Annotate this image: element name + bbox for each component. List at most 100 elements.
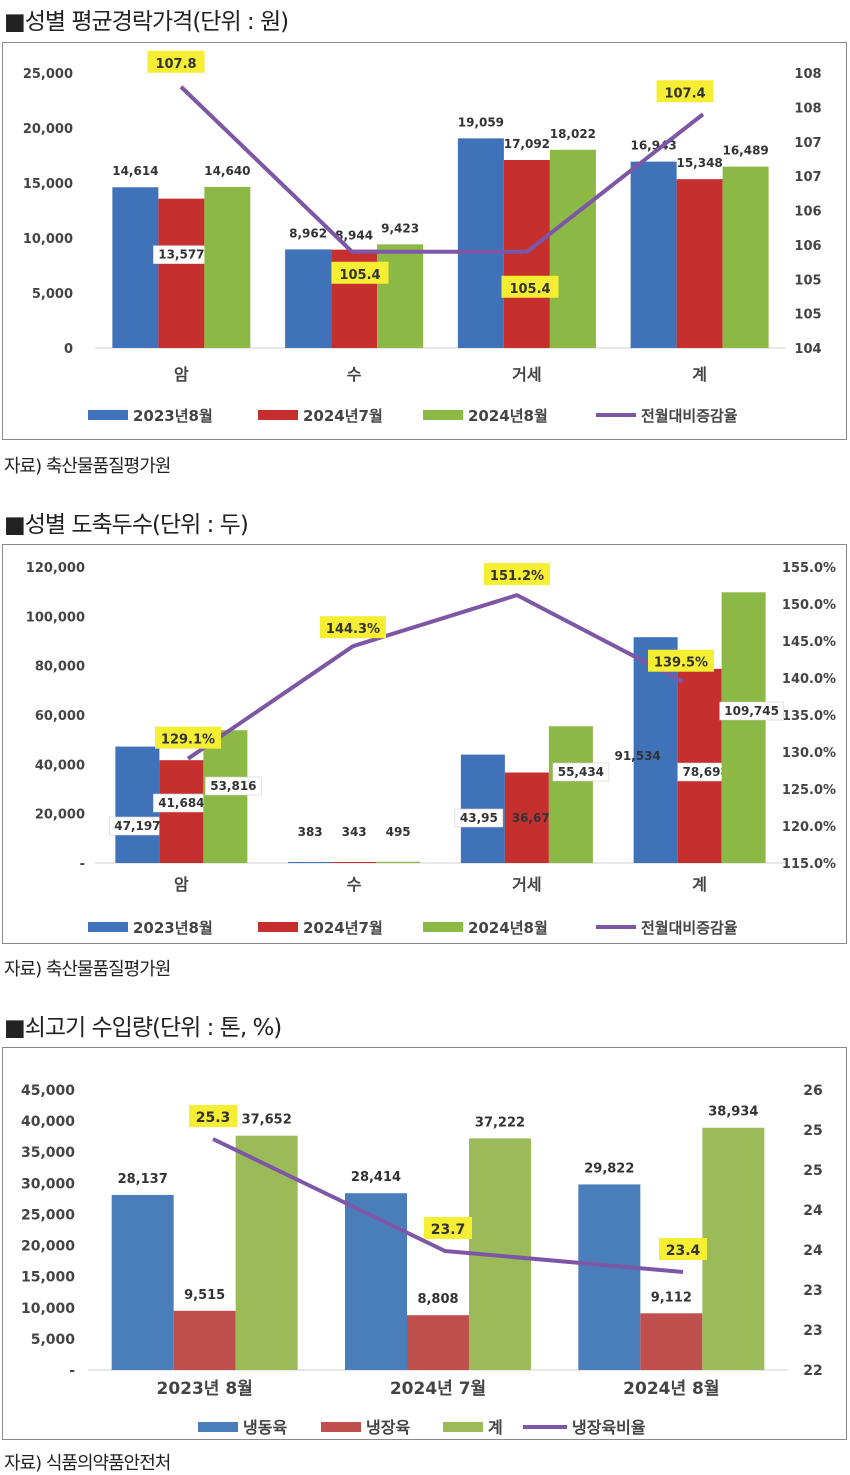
chart-3-frame: - 5,000 10,000 15,000 20,000 25,000 30,000 35,0… (2, 1047, 847, 1440)
bar-data-label: 28,137 (118, 1172, 168, 1187)
legend-label: 2023년8월 (133, 407, 213, 425)
right-axis-tick-label: 24 (803, 1243, 823, 1259)
category-label: 2024년 8월 (623, 1379, 719, 1399)
bar-data-label: 18,022 (550, 127, 596, 141)
left-axis-tick-label: - (80, 857, 85, 872)
legend-label: 냉장육 (366, 1418, 410, 1437)
legend-label: 계 (488, 1418, 503, 1437)
chart-2-svg: - 20,000 40,000 60,000 80,000 100,000 120,000 1… (26, 561, 836, 937)
bar-data-label: 55,434 (558, 765, 604, 779)
right-axis-tick-label: 26 (803, 1083, 822, 1099)
bar (548, 726, 593, 863)
bar-data-label: 9,112 (651, 1290, 692, 1305)
right-axis-tick-label: 108 (794, 101, 821, 116)
bar (722, 166, 769, 348)
right-axis-tick-label: 145.0% (782, 635, 836, 650)
bar (203, 730, 248, 863)
bar-data-label: 13,577 (158, 248, 204, 262)
bar (702, 1127, 765, 1370)
legend-swatch (443, 1422, 483, 1432)
legend-swatch (88, 410, 128, 420)
left-axis-tick-label: 0 (64, 342, 73, 357)
line-series (179, 85, 705, 254)
line-data-label-box (155, 726, 221, 749)
bar (578, 1184, 641, 1370)
chart-3-source: 자료) 식품의약품안전처 (4, 1453, 171, 1474)
category-label: 거세 (512, 875, 541, 894)
bar (345, 1193, 407, 1370)
bar (407, 1315, 469, 1370)
category-label: 계 (692, 365, 707, 384)
line-data-label-box (501, 275, 559, 298)
bar-data-label: 37,222 (475, 1115, 525, 1130)
right-axis-tick-label: 120.0% (782, 820, 836, 835)
line-data-label-box (189, 1105, 237, 1127)
bar (503, 159, 550, 348)
bar-data-label: 38,934 (708, 1105, 758, 1120)
category-label: 암 (174, 365, 189, 384)
bar (377, 244, 424, 348)
left-axis-tick-label: 10,000 (21, 1301, 75, 1317)
bar-data-label: 78,698 (682, 765, 728, 779)
bar (332, 862, 377, 863)
left-axis-tick-label: - (69, 1363, 75, 1379)
bar-data-label: 109,745 (724, 704, 779, 718)
legend-swatch (321, 1422, 361, 1432)
left-axis-tick-label: 30,000 (21, 1176, 75, 1192)
bar-data-label: 14,640 (204, 164, 250, 178)
left-axis-tick-label: 120,000 (26, 561, 85, 576)
legend-label: 2024년8월 (468, 407, 548, 425)
right-axis-tick-label: 135.0% (782, 709, 836, 724)
line-data-label-box (656, 80, 714, 103)
legend-swatch (258, 410, 298, 420)
line-series (186, 593, 684, 761)
right-axis-tick-label: 106 (794, 239, 821, 254)
right-axis-tick-label: 22 (803, 1363, 822, 1379)
line-data-label: 144.3% (326, 622, 380, 637)
right-axis-tick-label: 24 (803, 1203, 823, 1219)
bar-data-label: 343 (342, 825, 367, 839)
line-data-label-box (331, 261, 389, 284)
bar-data-label: 8,808 (417, 1292, 458, 1307)
left-axis-tick-label: 20,000 (23, 122, 73, 137)
data-label-box (552, 762, 610, 782)
line-data-label: 23.7 (431, 1222, 466, 1238)
bar (721, 592, 766, 863)
bar (376, 861, 421, 863)
chart-2-heading: ■성별 도축두수(단위 : 두) (4, 512, 249, 538)
bar-data-label: 17,092 (504, 137, 550, 151)
bar (504, 772, 549, 863)
chart-1-source: 자료) 축산물품질평가원 (4, 456, 171, 477)
left-axis-tick-label: 15,000 (21, 1270, 75, 1286)
bar-data-label: 19,059 (458, 115, 504, 129)
line-data-label: 107.4 (664, 86, 705, 101)
bar (115, 746, 160, 863)
right-axis-tick-label: 108 (794, 67, 821, 82)
bar (173, 1310, 236, 1370)
legend-swatch (198, 1422, 238, 1432)
legend-label: 전월대비증감율 (641, 407, 738, 425)
left-axis-tick-label: 45,000 (21, 1083, 75, 1099)
left-axis-tick-label: 20,000 (21, 1239, 75, 1255)
left-axis-tick-label: 5,000 (32, 287, 73, 302)
left-axis-tick-label: 10,000 (23, 232, 73, 247)
right-axis-tick-label: 155.0% (782, 561, 836, 576)
line-data-label: 151.2% (490, 569, 544, 584)
left-axis-tick-label: 40,000 (21, 1114, 75, 1130)
bar (676, 179, 723, 348)
bar-data-label: 37,652 (242, 1113, 292, 1128)
category-label: 거세 (512, 365, 541, 384)
chart-1-heading: ■성별 평균경락가격(단위 : 원) (4, 9, 289, 35)
chart-1-svg: 0 5,000 10,000 15,000 20,000 25,000 104 105 105 1… (23, 50, 822, 425)
right-axis-tick-label: 115.0% (782, 857, 836, 872)
line-series (212, 1137, 684, 1274)
left-axis-tick-label: 80,000 (35, 660, 85, 675)
legend-label: 2023년8월 (133, 919, 213, 937)
line-data-label: 107.8 (155, 57, 196, 72)
bar-data-label: 8,962 (289, 226, 327, 240)
bar-data-label: 91,534 (614, 749, 660, 763)
left-axis-tick-label: 5,000 (31, 1332, 76, 1348)
line-data-label: 129.1% (161, 733, 215, 748)
line-data-label: 23.4 (666, 1243, 701, 1259)
legend-label: 2024년8월 (468, 919, 548, 937)
